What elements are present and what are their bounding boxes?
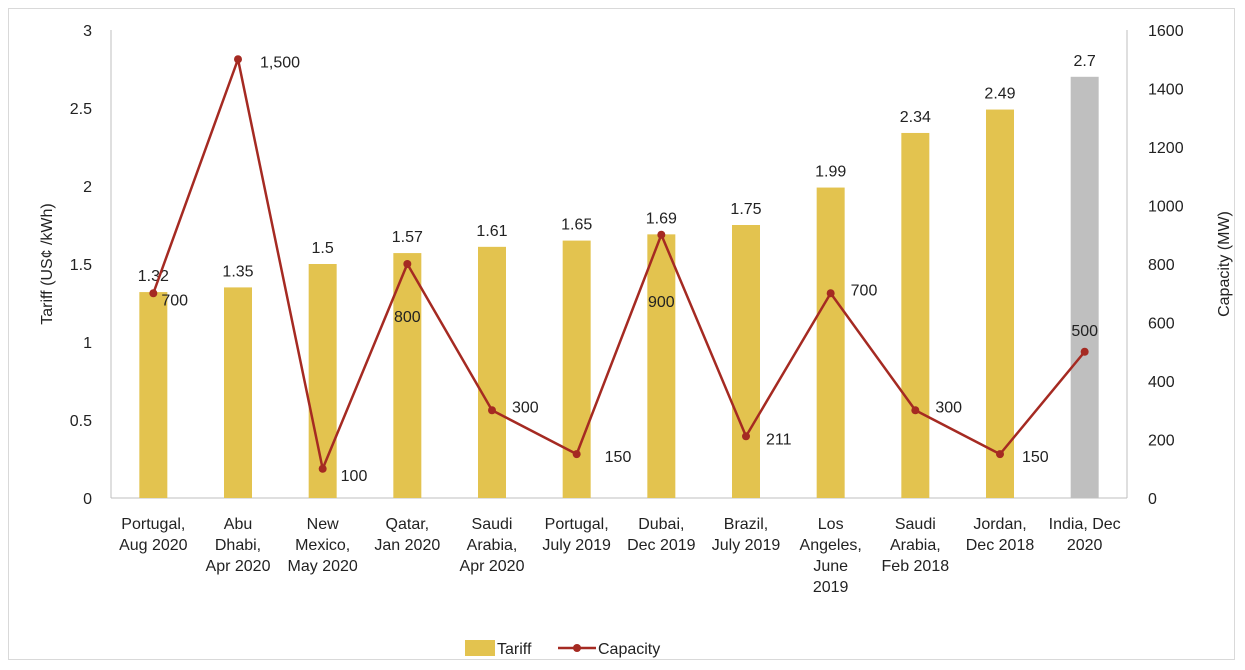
left-tick-label: 1.5 bbox=[70, 257, 92, 274]
category-label: Jordan, Dec 2018 bbox=[966, 516, 1035, 554]
tariff-bar bbox=[732, 225, 760, 498]
right-tick-label: 1200 bbox=[1148, 140, 1184, 157]
tariff-value-label: 1.99 bbox=[815, 164, 846, 181]
category-label: Qatar, Jan 2020 bbox=[374, 516, 440, 554]
capacity-value-label: 300 bbox=[935, 399, 962, 416]
category-label: Los Angeles, June 2019 bbox=[800, 516, 862, 596]
category-label: India, Dec 2020 bbox=[1049, 516, 1121, 554]
capacity-point bbox=[318, 464, 327, 473]
left-tick-label: 2.5 bbox=[70, 101, 92, 118]
tariff-bar bbox=[901, 132, 930, 498]
axes-layer bbox=[110, 30, 1128, 499]
capacity-value-label: 100 bbox=[341, 468, 368, 485]
tariff-value-label: 1.61 bbox=[476, 223, 507, 240]
tariff-value-label: 1.5 bbox=[312, 240, 334, 257]
capacity-point bbox=[826, 289, 835, 298]
legend-label-tariff: Tariff bbox=[497, 641, 532, 658]
tariff-value-label: 2.34 bbox=[900, 109, 931, 126]
category-label: Saudi Arabia, Feb 2018 bbox=[882, 516, 950, 575]
capacity-value-label: 150 bbox=[1022, 449, 1049, 466]
legend-swatch-capacity-marker bbox=[573, 644, 581, 652]
right-tick-label: 0 bbox=[1148, 491, 1157, 508]
capacity-point bbox=[572, 450, 581, 459]
capacity-point bbox=[488, 406, 496, 415]
capacity-point bbox=[1080, 347, 1089, 356]
tariff-bar bbox=[478, 246, 506, 498]
right-tick-label: 1000 bbox=[1148, 199, 1184, 216]
tariff-bar bbox=[816, 187, 845, 498]
tariff-value-label: 1.75 bbox=[730, 201, 761, 218]
category-labels: Portugal, Aug 2020 Abu Dhabi, Apr 2020 New Mex… bbox=[119, 516, 1121, 596]
tariff-value-label: 1.69 bbox=[646, 210, 677, 227]
capacity-value-label: 1,500 bbox=[260, 54, 300, 71]
capacity-point bbox=[742, 432, 750, 441]
tariff-bar bbox=[308, 264, 337, 498]
tariff-bar bbox=[393, 253, 422, 498]
tariff-value-label: 1.57 bbox=[392, 229, 423, 246]
right-tick-label: 600 bbox=[1148, 316, 1175, 333]
capacity-value-label: 500 bbox=[1071, 323, 1098, 340]
tariff-value-label: 1.32 bbox=[138, 268, 169, 285]
capacity-line bbox=[152, 58, 1086, 470]
right-axis-title: Capacity (MW) bbox=[1216, 211, 1233, 317]
capacity-value-label: 700 bbox=[851, 282, 878, 299]
tariff-bar bbox=[647, 234, 676, 499]
tariff-bar bbox=[986, 109, 1014, 498]
tariff-value-label: 2.7 bbox=[1074, 53, 1096, 70]
tariff-bar bbox=[139, 292, 168, 498]
capacity-value-label: 150 bbox=[605, 449, 632, 466]
tariff-bar bbox=[562, 240, 591, 498]
capacity-point bbox=[403, 260, 412, 268]
capacity-point bbox=[911, 406, 920, 415]
capacity-data-labels: 700 1,500 100 800 300 150 900 211 700 300 150 500 bbox=[161, 54, 1098, 485]
tariff-data-labels: 1.32 1.35 1.5 1.57 1.61 1.65 1.69 1.75 1.99 2.34 2… bbox=[138, 53, 1096, 285]
right-y-ticks: 0 200 400 600 800 1000 1200 1400 1600 bbox=[1148, 23, 1184, 508]
left-y-ticks: 0 0.5 1 1.5 2 2.5 3 bbox=[70, 23, 92, 508]
left-tick-label: 0 bbox=[83, 491, 92, 508]
category-label: Abu Dhabi, Apr 2020 bbox=[206, 516, 271, 575]
right-tick-label: 200 bbox=[1148, 433, 1175, 450]
category-label: Portugal, Aug 2020 bbox=[119, 516, 188, 554]
capacity-value-label: 211 bbox=[766, 431, 792, 448]
capacity-point bbox=[657, 230, 666, 239]
right-tick-label: 1400 bbox=[1148, 82, 1184, 99]
category-label: Dubai, Dec 2019 bbox=[627, 516, 696, 554]
left-tick-label: 1 bbox=[83, 335, 92, 352]
category-label: New Mexico, May 2020 bbox=[288, 516, 358, 575]
right-tick-label: 400 bbox=[1148, 374, 1175, 391]
capacity-value-label: 900 bbox=[648, 294, 675, 311]
tariff-value-label: 1.35 bbox=[222, 263, 253, 280]
capacity-value-label: 700 bbox=[161, 292, 188, 309]
capacity-point bbox=[149, 289, 158, 298]
capacity-value-label: 300 bbox=[512, 399, 539, 416]
capacity-point bbox=[234, 55, 242, 64]
right-tick-label: 1600 bbox=[1148, 23, 1184, 40]
legend-label-capacity: Capacity bbox=[598, 641, 660, 658]
right-tick-label: 800 bbox=[1148, 257, 1175, 274]
left-axis-title: Tariff (US¢ /kWh) bbox=[39, 203, 56, 325]
category-label: Brazil, July 2019 bbox=[712, 516, 781, 554]
capacity-line-layer bbox=[149, 55, 1089, 473]
tariff-bar bbox=[1070, 76, 1099, 499]
chart-frame bbox=[8, 8, 1235, 660]
tariff-value-label: 2.49 bbox=[984, 86, 1015, 103]
legend-swatch-tariff bbox=[465, 640, 495, 656]
left-tick-label: 3 bbox=[83, 23, 92, 40]
left-tick-label: 0.5 bbox=[70, 413, 92, 430]
tariff-bar bbox=[224, 287, 252, 498]
tariff-bars bbox=[139, 76, 1099, 499]
category-label: Saudi Arabia, Apr 2020 bbox=[460, 516, 525, 575]
tariff-value-label: 1.65 bbox=[561, 217, 592, 234]
capacity-value-label: 800 bbox=[394, 309, 421, 326]
left-tick-label: 2 bbox=[83, 179, 92, 196]
category-label: Portugal, July 2019 bbox=[542, 516, 611, 554]
legend: Tariff Capacity bbox=[465, 640, 660, 658]
capacity-point bbox=[996, 450, 1004, 459]
